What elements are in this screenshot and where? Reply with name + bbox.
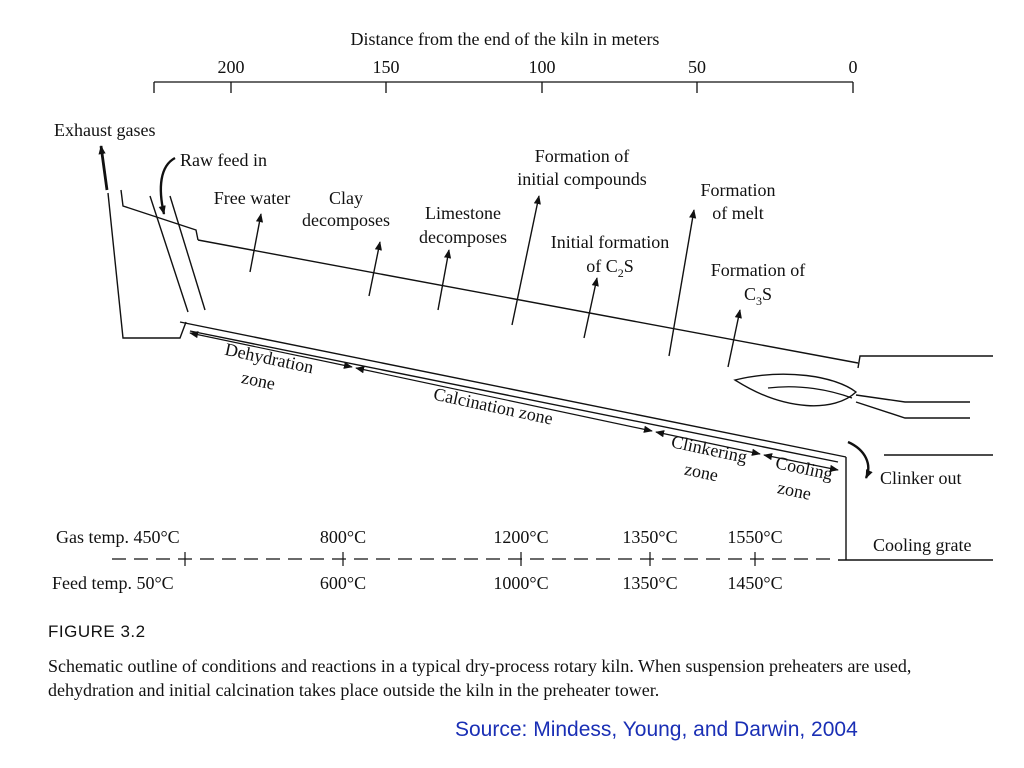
c3s-label-2: C3S — [744, 284, 772, 308]
gas-temp-1200: 1200°C — [493, 527, 548, 547]
limestone-arrow — [437, 249, 452, 311]
exhaust-label: Exhaust gases — [54, 120, 155, 140]
raw-feed-arrow — [158, 156, 176, 215]
c2s-arrow — [583, 277, 599, 339]
chute-left-wall — [107, 192, 187, 339]
gas-temp-1350: 1350°C — [622, 527, 677, 547]
kiln-bottom-wall-inner — [189, 330, 839, 463]
chute-inner-wall-2 — [169, 195, 206, 311]
tick-label-150: 150 — [373, 57, 400, 77]
flame-core — [767, 386, 853, 399]
burner-pipe-top — [855, 394, 970, 403]
clinkering-zone-arrow — [655, 430, 761, 456]
c3s-subscript: 3 — [756, 294, 762, 308]
tick-label-50: 50 — [688, 57, 706, 77]
c2s-text: of C — [586, 256, 618, 276]
calcination-zone-label: Calcination zone — [432, 384, 555, 429]
free-water-label: Free water — [214, 188, 290, 208]
gas-temp-1550: 1550°C — [727, 527, 782, 547]
melt-label-1: Formation — [701, 180, 776, 200]
clinker-out-arrow — [847, 440, 873, 479]
cooling-grate-label: Cooling grate — [873, 535, 971, 555]
gas-temp-label: Gas temp. 450°C — [56, 527, 180, 547]
burner-pipe-bottom — [855, 401, 970, 419]
c2s-label-1: Initial formation — [551, 232, 669, 252]
c2s-subscript: 2 — [618, 266, 624, 280]
kiln-top-wall — [197, 239, 859, 364]
burner-flame — [733, 373, 858, 407]
feed-temp-1450: 1450°C — [727, 573, 782, 593]
source-citation: Source: Mindess, Young, and Darwin, 2004 — [455, 718, 858, 741]
axis-title: Distance from the end of the kiln in met… — [351, 29, 660, 49]
initial-compounds-label-2: initial compounds — [517, 169, 647, 189]
tick-label-100: 100 — [529, 57, 556, 77]
c3s-text: C — [744, 284, 756, 304]
dehydration-zone-labels: Dehydration zone — [223, 339, 315, 394]
melt-arrow — [668, 209, 697, 357]
dehydration-zone-arrow — [189, 331, 353, 369]
melt-label-2: of melt — [712, 203, 764, 223]
cooling-zone-labels: Cooling zone — [774, 452, 835, 504]
c2s-label-2: of C2S — [586, 256, 634, 280]
figure-caption: Schematic outline of conditions and reac… — [48, 656, 912, 700]
free-water-arrow — [249, 213, 264, 273]
feed-temp-1350: 1350°C — [622, 573, 677, 593]
cooling-zone-arrow — [763, 453, 839, 472]
feed-temp-1000: 1000°C — [493, 573, 548, 593]
exhaust-arrow — [98, 145, 109, 191]
clay-label-1: Clay — [329, 188, 363, 208]
clinkering-zone-label-2: zone — [683, 459, 720, 486]
clay-label-2: decomposes — [302, 210, 390, 230]
tick-label-0: 0 — [849, 57, 858, 77]
dehydration-zone-label-2: zone — [240, 367, 277, 394]
c3s-suffix: S — [762, 284, 772, 304]
cooling-zone-label-2: zone — [776, 477, 813, 504]
feed-temp-600: 600°C — [320, 573, 366, 593]
raw-feed-label: Raw feed in — [180, 150, 267, 170]
limestone-label-2: decomposes — [419, 227, 507, 247]
calcination-zone-arrow — [355, 366, 653, 433]
figure-caption-block: FIGURE 3.2 Schematic outline of conditio… — [48, 622, 978, 702]
gas-temp-800: 800°C — [320, 527, 366, 547]
clay-arrow — [368, 241, 382, 297]
initial-compounds-label-1: Formation of — [535, 146, 630, 166]
clinkering-zone-labels: Clinkering zone — [670, 431, 749, 486]
kiln-top-inlet — [120, 189, 199, 241]
feed-temp-label: Feed temp. 50°C — [52, 573, 174, 593]
c3s-arrow — [727, 309, 742, 368]
c3s-label-1: Formation of — [711, 260, 806, 280]
c2s-suffix: S — [624, 256, 634, 276]
clinker-out-label: Clinker out — [880, 468, 962, 488]
figure-number: FIGURE 3.2 — [48, 622, 146, 641]
chute-inner-wall-1 — [149, 195, 189, 313]
initial-compounds-arrow — [511, 195, 541, 326]
tick-label-200: 200 — [218, 57, 245, 77]
limestone-label-1: Limestone — [425, 203, 501, 223]
kiln-outlet-hood — [857, 355, 993, 369]
